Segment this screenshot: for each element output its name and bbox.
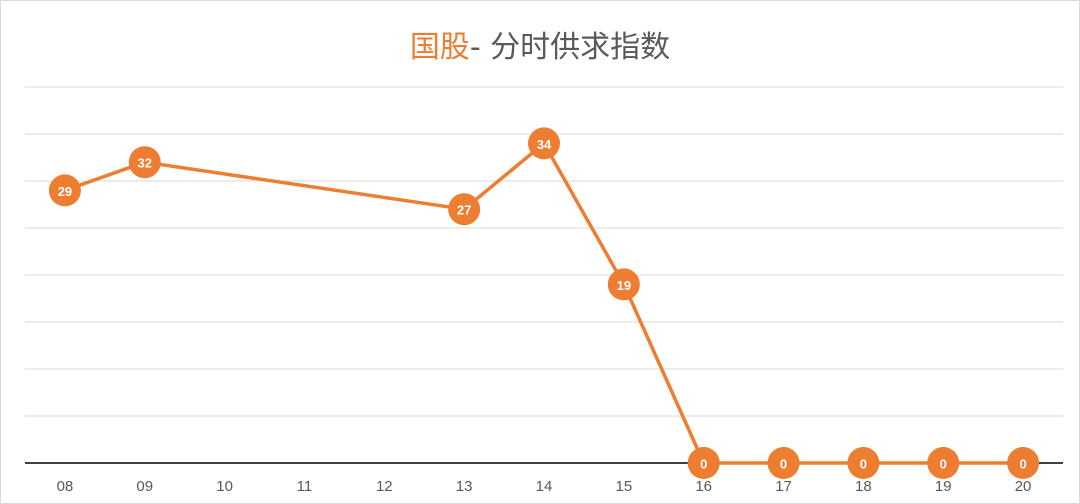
data-point (847, 447, 880, 479)
x-tick-label: 19 (935, 478, 952, 495)
data-point (607, 268, 640, 301)
data-point (48, 174, 81, 207)
series-line (64, 141, 1024, 465)
x-tick-label: 11 (297, 478, 313, 495)
x-tick-label: 14 (536, 478, 553, 495)
data-point (927, 447, 960, 479)
chart-title-highlight: 国股 (409, 30, 470, 65)
data-label: 27 (457, 203, 471, 218)
data-label: 0 (1019, 457, 1026, 472)
x-axis-ticks: 08 09 10 11 12 13 14 15 16 17 18 19 20 (57, 478, 1032, 495)
data-point (528, 127, 560, 160)
data-points: 29 32 27 34 19 0 0 0 0 0 (48, 127, 1040, 479)
data-label: 0 (940, 457, 947, 472)
chart-title: 国股- 分时供求指数 (0, 22, 1080, 66)
x-tick-label: 17 (775, 478, 792, 495)
x-tick-label: 18 (855, 478, 872, 495)
x-tick-label: 13 (456, 478, 473, 495)
data-label: 0 (780, 457, 787, 472)
x-tick-label: 10 (216, 478, 233, 495)
data-label: 0 (700, 457, 707, 472)
data-point (128, 146, 161, 179)
data-point (1007, 447, 1040, 479)
data-point (448, 193, 481, 226)
x-tick-label: 15 (616, 478, 633, 495)
data-label: 32 (138, 156, 152, 171)
data-point (687, 447, 720, 479)
data-label: 34 (537, 137, 552, 152)
x-tick-label: 16 (695, 478, 712, 495)
data-label: 29 (58, 184, 72, 199)
chart-title-rest: - 分时供求指数 (469, 30, 671, 65)
x-tick-label: 12 (376, 478, 393, 495)
data-point (767, 447, 800, 479)
x-tick-label: 08 (57, 478, 74, 495)
x-tick-label: 20 (1015, 478, 1032, 495)
data-label: 0 (860, 457, 867, 472)
data-label: 19 (617, 278, 631, 293)
x-tick-label: 09 (136, 478, 153, 495)
gridlines (25, 86, 1063, 417)
